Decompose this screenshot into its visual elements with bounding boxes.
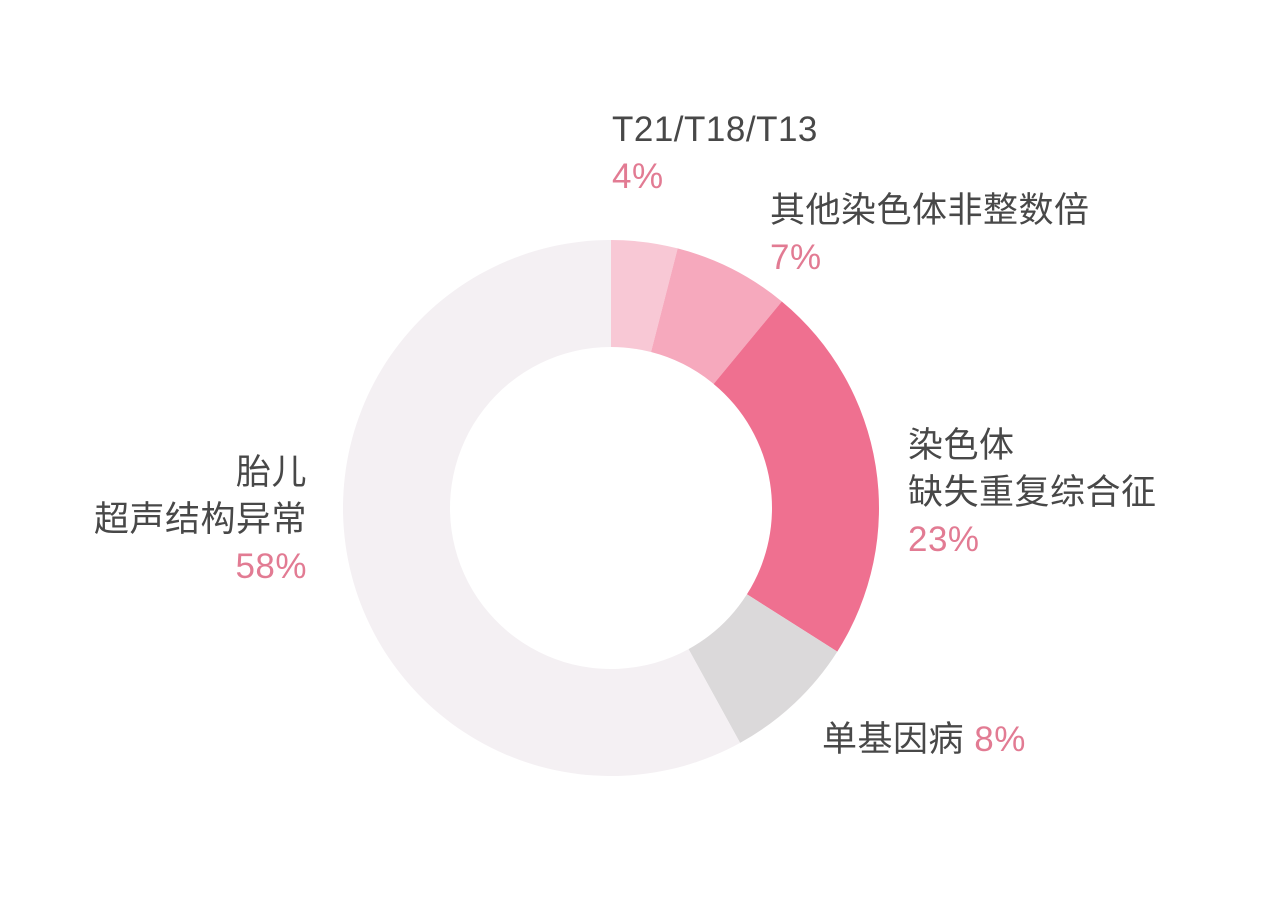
donut-segment-58pct bbox=[342, 240, 741, 776]
label-other-aneuploidy: 其他染色体非整数倍 7% bbox=[770, 187, 1090, 281]
label-monogenic-percent: 8% bbox=[974, 720, 1026, 759]
label-cnv-text-line1: 染色体 bbox=[908, 426, 1015, 465]
donut-segment-4pct bbox=[611, 240, 678, 353]
label-other-aneuploidy-percent: 7% bbox=[770, 238, 822, 277]
label-monogenic-disease: 单基因病 8% bbox=[822, 716, 1026, 763]
label-t21-t18-t13: T21/T18/T13 4% bbox=[612, 106, 818, 200]
label-fetal-ultrasound-line1: 胎儿 bbox=[235, 453, 307, 492]
label-cnv-percent: 23% bbox=[908, 520, 980, 559]
label-cnv-text-line2: 缺失重复综合征 bbox=[908, 473, 1157, 512]
donut-segment-23pct bbox=[713, 301, 879, 652]
label-monogenic-text: 单基因病 bbox=[822, 720, 965, 759]
label-fetal-ultrasound-line2: 超声结构异常 bbox=[93, 500, 307, 539]
label-other-aneuploidy-text: 其他染色体非整数倍 bbox=[770, 191, 1090, 230]
label-fetal-ultrasound-percent: 58% bbox=[235, 547, 307, 586]
label-fetal-ultrasound: 胎儿 超声结构异常 58% bbox=[94, 449, 307, 590]
label-t21-percent: 4% bbox=[612, 157, 664, 196]
label-t21-text: T21/T18/T13 bbox=[612, 110, 818, 149]
donut-segment-8pct bbox=[688, 594, 838, 743]
label-cnv-syndrome: 染色体 缺失重复综合征 23% bbox=[908, 422, 1157, 563]
donut-segment-7pct bbox=[651, 248, 782, 384]
